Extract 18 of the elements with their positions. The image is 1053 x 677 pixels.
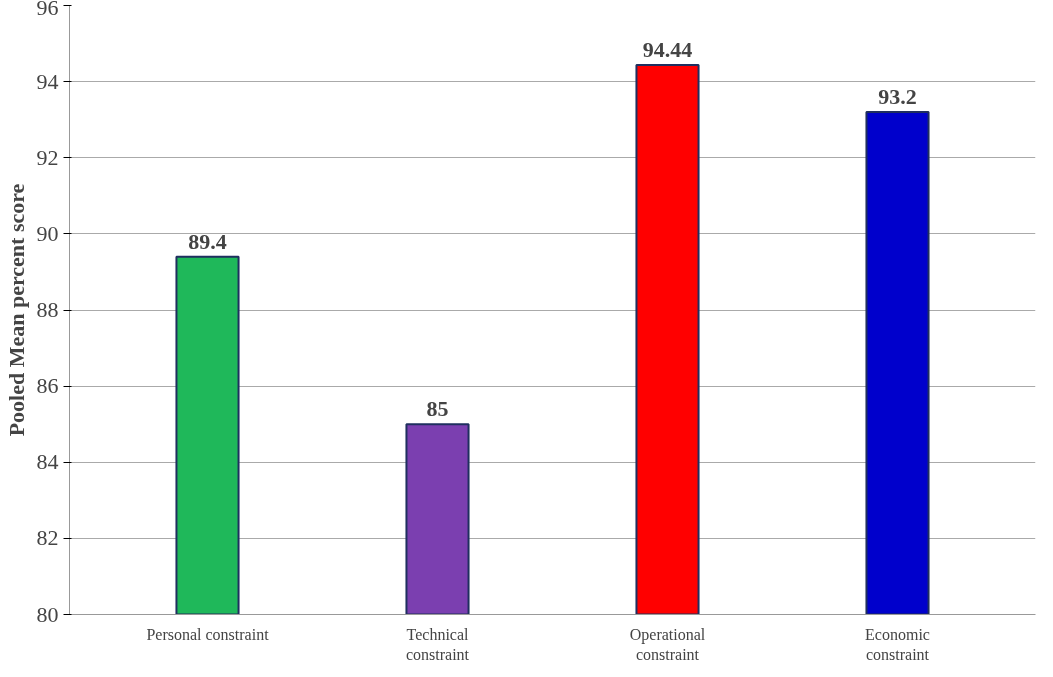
y-tick-label: 92 xyxy=(36,144,59,170)
y-tick-label: 96 xyxy=(36,0,59,20)
y-tick-label: 88 xyxy=(36,297,59,322)
data-label: 93.2 xyxy=(878,84,917,110)
data-label: 89.4 xyxy=(188,228,227,254)
x-tick-label: Technical constraint xyxy=(405,625,470,663)
y-axis-title: Pooled Mean percent score xyxy=(3,183,29,437)
y-tick-label: 90 xyxy=(36,220,59,246)
y-tick-label: 84 xyxy=(36,449,59,475)
y-tick-label: 94 xyxy=(36,68,59,94)
y-tick-label: 80 xyxy=(36,601,59,627)
data-label: 94.44 xyxy=(642,36,693,62)
y-tick-label: 86 xyxy=(36,373,59,399)
x-tick-label: Operational constraint xyxy=(629,625,706,663)
x-tick-label: Personal constraint xyxy=(146,625,270,643)
y-tick-label: 82 xyxy=(36,525,59,551)
x-tick-label: Economic constraint xyxy=(865,625,930,663)
data-label: 85 xyxy=(426,396,449,422)
